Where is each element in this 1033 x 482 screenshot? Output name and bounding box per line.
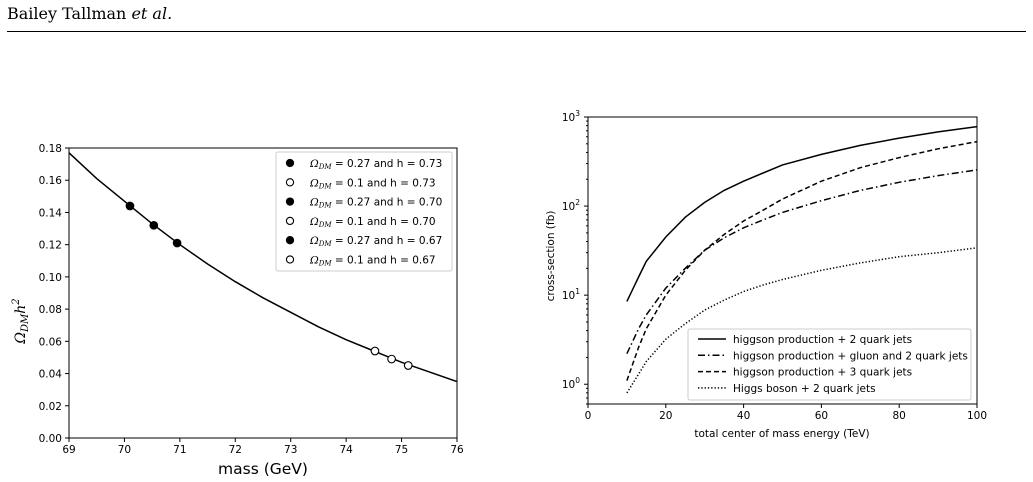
chart2-x-axis-label: total center of mass energy (TeV) — [694, 428, 869, 440]
chart2-x-tick-label: 0 — [585, 410, 592, 422]
chart1-y-tick-label: 0.06 — [39, 336, 63, 348]
chart2-legend-label: Higgs boson + 2 quark jets — [733, 383, 876, 395]
chart2-frame — [587, 116, 978, 405]
chart1-x-tick-label: 76 — [450, 444, 464, 456]
chart1-x-axis-label: mass (GeV) — [218, 460, 308, 478]
chart2-legend: higgson production + 2 quark jets higgson… — [698, 334, 968, 395]
chart1-y-tick-label: 0.04 — [39, 369, 63, 381]
chart1-y-tick-label: 0.08 — [39, 304, 62, 316]
chart1-legend-label: ΩDM = 0.1 and h = 0.70 — [309, 216, 436, 229]
chart2-series-line — [626, 169, 978, 355]
chart1-y-axis-label: ΩDMh2 — [11, 298, 31, 344]
chart1-legend-marker — [285, 158, 295, 168]
chart1-legend-marker — [285, 178, 295, 187]
chart2-x-tick-label: 60 — [815, 410, 828, 422]
chart1-y-tick-label: 0.10 — [39, 272, 62, 284]
svg-text:ΩDMh2: ΩDMh2 — [11, 298, 31, 344]
chart1-legend-label: ΩDM = 0.27 and h = 0.67 — [309, 235, 442, 248]
chart2-series-line — [626, 125, 978, 302]
chart1-x-tick-label: 70 — [118, 444, 131, 456]
chart2-legend-label: higgson production + 2 quark jets — [733, 334, 912, 346]
chart2-x-tick-label: 40 — [737, 410, 750, 422]
relic-density-chart: 69 70 71 72 73 74 75 76 0.00 0.02 0.04 0.06 0.08 0.10… — [11, 143, 464, 478]
chart1-y-tick-label: 0.00 — [39, 433, 62, 445]
chart2-legend-box — [687, 328, 972, 401]
running-head: Bailey Tallman et al. — [7, 4, 172, 23]
chart2-y-axis-label: cross-section (fb) — [545, 211, 557, 302]
chart2-series-line — [626, 247, 978, 394]
chart1-legend-marker — [285, 216, 295, 226]
chart1-legend: ΩDM = 0.27 and h = 0.73 ΩDM = 0.1 and h =… — [285, 158, 442, 268]
chart1-y-tick-label: 0.02 — [39, 401, 62, 413]
chart1-axes: 69 70 71 72 73 74 75 76 0.00 0.02 0.04 0.06 0.08 0.10… — [39, 143, 464, 456]
chart1-x-tick-label: 75 — [395, 444, 408, 456]
chart1-legend-label: ΩDM = 0.1 and h = 0.73 — [309, 177, 436, 190]
chart2-series-line — [626, 140, 978, 381]
chart1-x-tick-label: 71 — [173, 444, 186, 456]
chart1-legend-marker — [285, 236, 295, 245]
chart2-y-tick-label: 102 — [562, 198, 580, 213]
chart1-legend-marker — [285, 197, 295, 206]
chart2-x-tick-label: 100 — [967, 410, 987, 422]
chart1-legend-label: ΩDM = 0.27 and h = 0.70 — [309, 197, 442, 210]
chart1-y-tick-label: 0.18 — [39, 143, 62, 155]
header-rule — [7, 31, 1026, 32]
chart1-data-point — [172, 238, 182, 248]
cross-section-chart: 0 20 40 60 80 100 100 101 102 103 higgson product… — [545, 109, 987, 440]
chart1-legend-label: ΩDM = 0.1 and h = 0.67 — [309, 255, 436, 268]
chart2-x-tick-label: 80 — [893, 410, 906, 422]
chart1-y-tick-label: 0.16 — [39, 175, 63, 187]
chart2-y-tick-label: 101 — [562, 287, 580, 302]
chart2-axes: 0 20 40 60 80 100 100 101 102 103 — [562, 109, 987, 422]
author-name: Bailey Tallman — [7, 4, 127, 23]
chart1-data-point — [125, 201, 135, 211]
chart1-data-point — [370, 346, 380, 356]
chart1-x-tick-label: 72 — [229, 444, 242, 456]
chart1-data-point — [149, 220, 159, 230]
chart2-y-tick-label: 100 — [562, 376, 580, 391]
chart2-x-tick-label: 20 — [659, 410, 672, 422]
chart1-legend-box — [275, 151, 453, 272]
chart1-legend-label: ΩDM = 0.27 and h = 0.73 — [309, 158, 442, 171]
chart1-data-point — [387, 354, 396, 364]
chart1-y-tick-label: 0.14 — [39, 207, 63, 219]
et-al: et al. — [131, 4, 173, 23]
chart1-points — [125, 201, 413, 370]
chart1-frame — [68, 147, 458, 439]
chart2-series — [626, 125, 978, 394]
chart1-y-tick-label: 0.12 — [39, 240, 62, 252]
chart2-legend-label: higgson production + gluon and 2 quark j… — [733, 350, 968, 362]
chart1-legend-marker — [285, 255, 295, 264]
chart1-data-point — [403, 361, 413, 370]
chart1-x-tick-label: 74 — [339, 444, 353, 456]
chart1-x-tick-label: 73 — [284, 444, 297, 456]
chart2-legend-label: higgson production + 3 quark jets — [733, 367, 912, 379]
chart2-y-tick-label: 103 — [562, 109, 580, 124]
chart1-x-tick-label: 69 — [62, 444, 75, 456]
